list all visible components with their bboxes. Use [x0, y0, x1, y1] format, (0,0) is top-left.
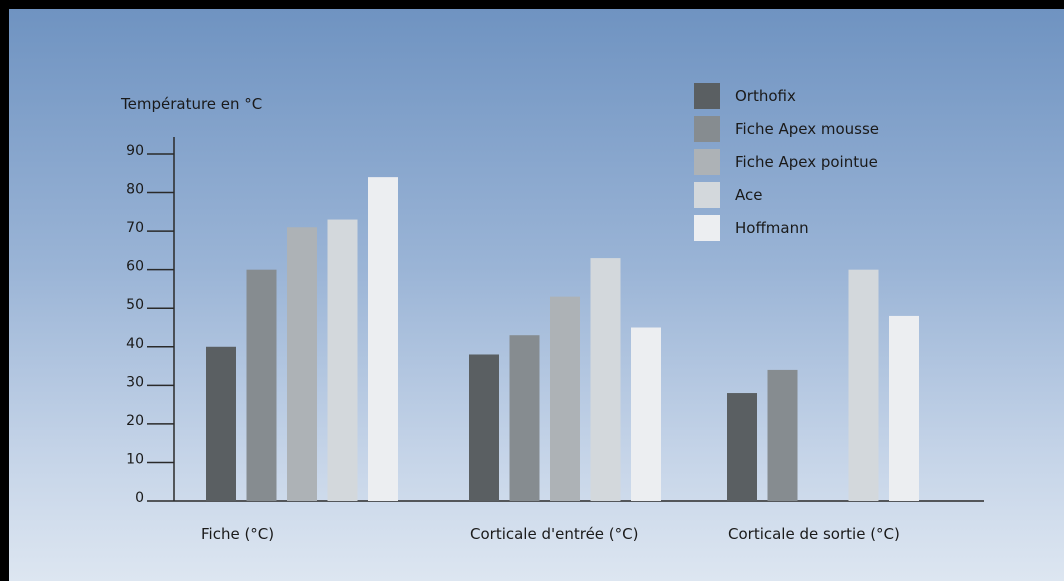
- chart-panel: Température en °C 0 10 20 30 40 50 60 70 80 90 Fi…: [9, 9, 1064, 581]
- legend-swatch: [694, 182, 720, 208]
- x-category-label: Fiche (°C): [201, 525, 274, 543]
- y-tick-label: 10: [126, 451, 144, 467]
- bar: [631, 327, 661, 501]
- legend-swatch: [694, 215, 720, 241]
- x-category-label: Corticale d'entrée (°C): [470, 525, 638, 543]
- legend-swatch: [694, 116, 720, 142]
- bar: [469, 354, 499, 501]
- legend-swatch: [694, 149, 720, 175]
- x-axis-labels: Fiche (°C) Corticale d'entrée (°C) Cortica…: [201, 525, 900, 543]
- bars: [206, 177, 919, 502]
- bar-chart: Température en °C 0 10 20 30 40 50 60 70 80 90 Fi…: [120, 83, 984, 543]
- legend-label: Orthofix: [735, 87, 796, 105]
- legend-label: Ace: [735, 186, 762, 204]
- bar: [287, 227, 317, 501]
- bar: [509, 335, 540, 501]
- y-tick-label: 80: [126, 182, 144, 198]
- y-tick-label: 90: [126, 143, 144, 159]
- bar: [767, 369, 798, 501]
- legend-label: Fiche Apex mousse: [735, 120, 879, 138]
- bar: [727, 393, 757, 501]
- bar: [327, 219, 358, 502]
- bar: [206, 346, 236, 501]
- legend-label: Fiche Apex pointue: [735, 153, 878, 171]
- legend-swatch: [694, 83, 720, 109]
- x-category-label: Corticale de sortie (°C): [728, 525, 900, 543]
- bar: [368, 177, 398, 501]
- legend: Orthofix Fiche Apex mousse Fiche Apex poin…: [694, 83, 879, 241]
- bar: [246, 269, 277, 501]
- bar: [590, 258, 621, 501]
- bar: [848, 269, 879, 501]
- y-tick-label: 60: [126, 259, 144, 275]
- y-tick-label: 70: [126, 220, 144, 236]
- y-tick-label: 0: [135, 490, 144, 506]
- y-tick-label: 20: [126, 413, 144, 429]
- legend-label: Hoffmann: [735, 219, 809, 237]
- bar: [550, 296, 580, 501]
- y-axis-title: Température en °C: [120, 95, 262, 113]
- y-axis: 0 10 20 30 40 50 60 70 80 90: [126, 137, 175, 506]
- y-tick-label: 40: [126, 336, 144, 352]
- y-tick-label: 50: [126, 297, 144, 313]
- bar: [889, 315, 919, 501]
- y-tick-label: 30: [126, 374, 144, 390]
